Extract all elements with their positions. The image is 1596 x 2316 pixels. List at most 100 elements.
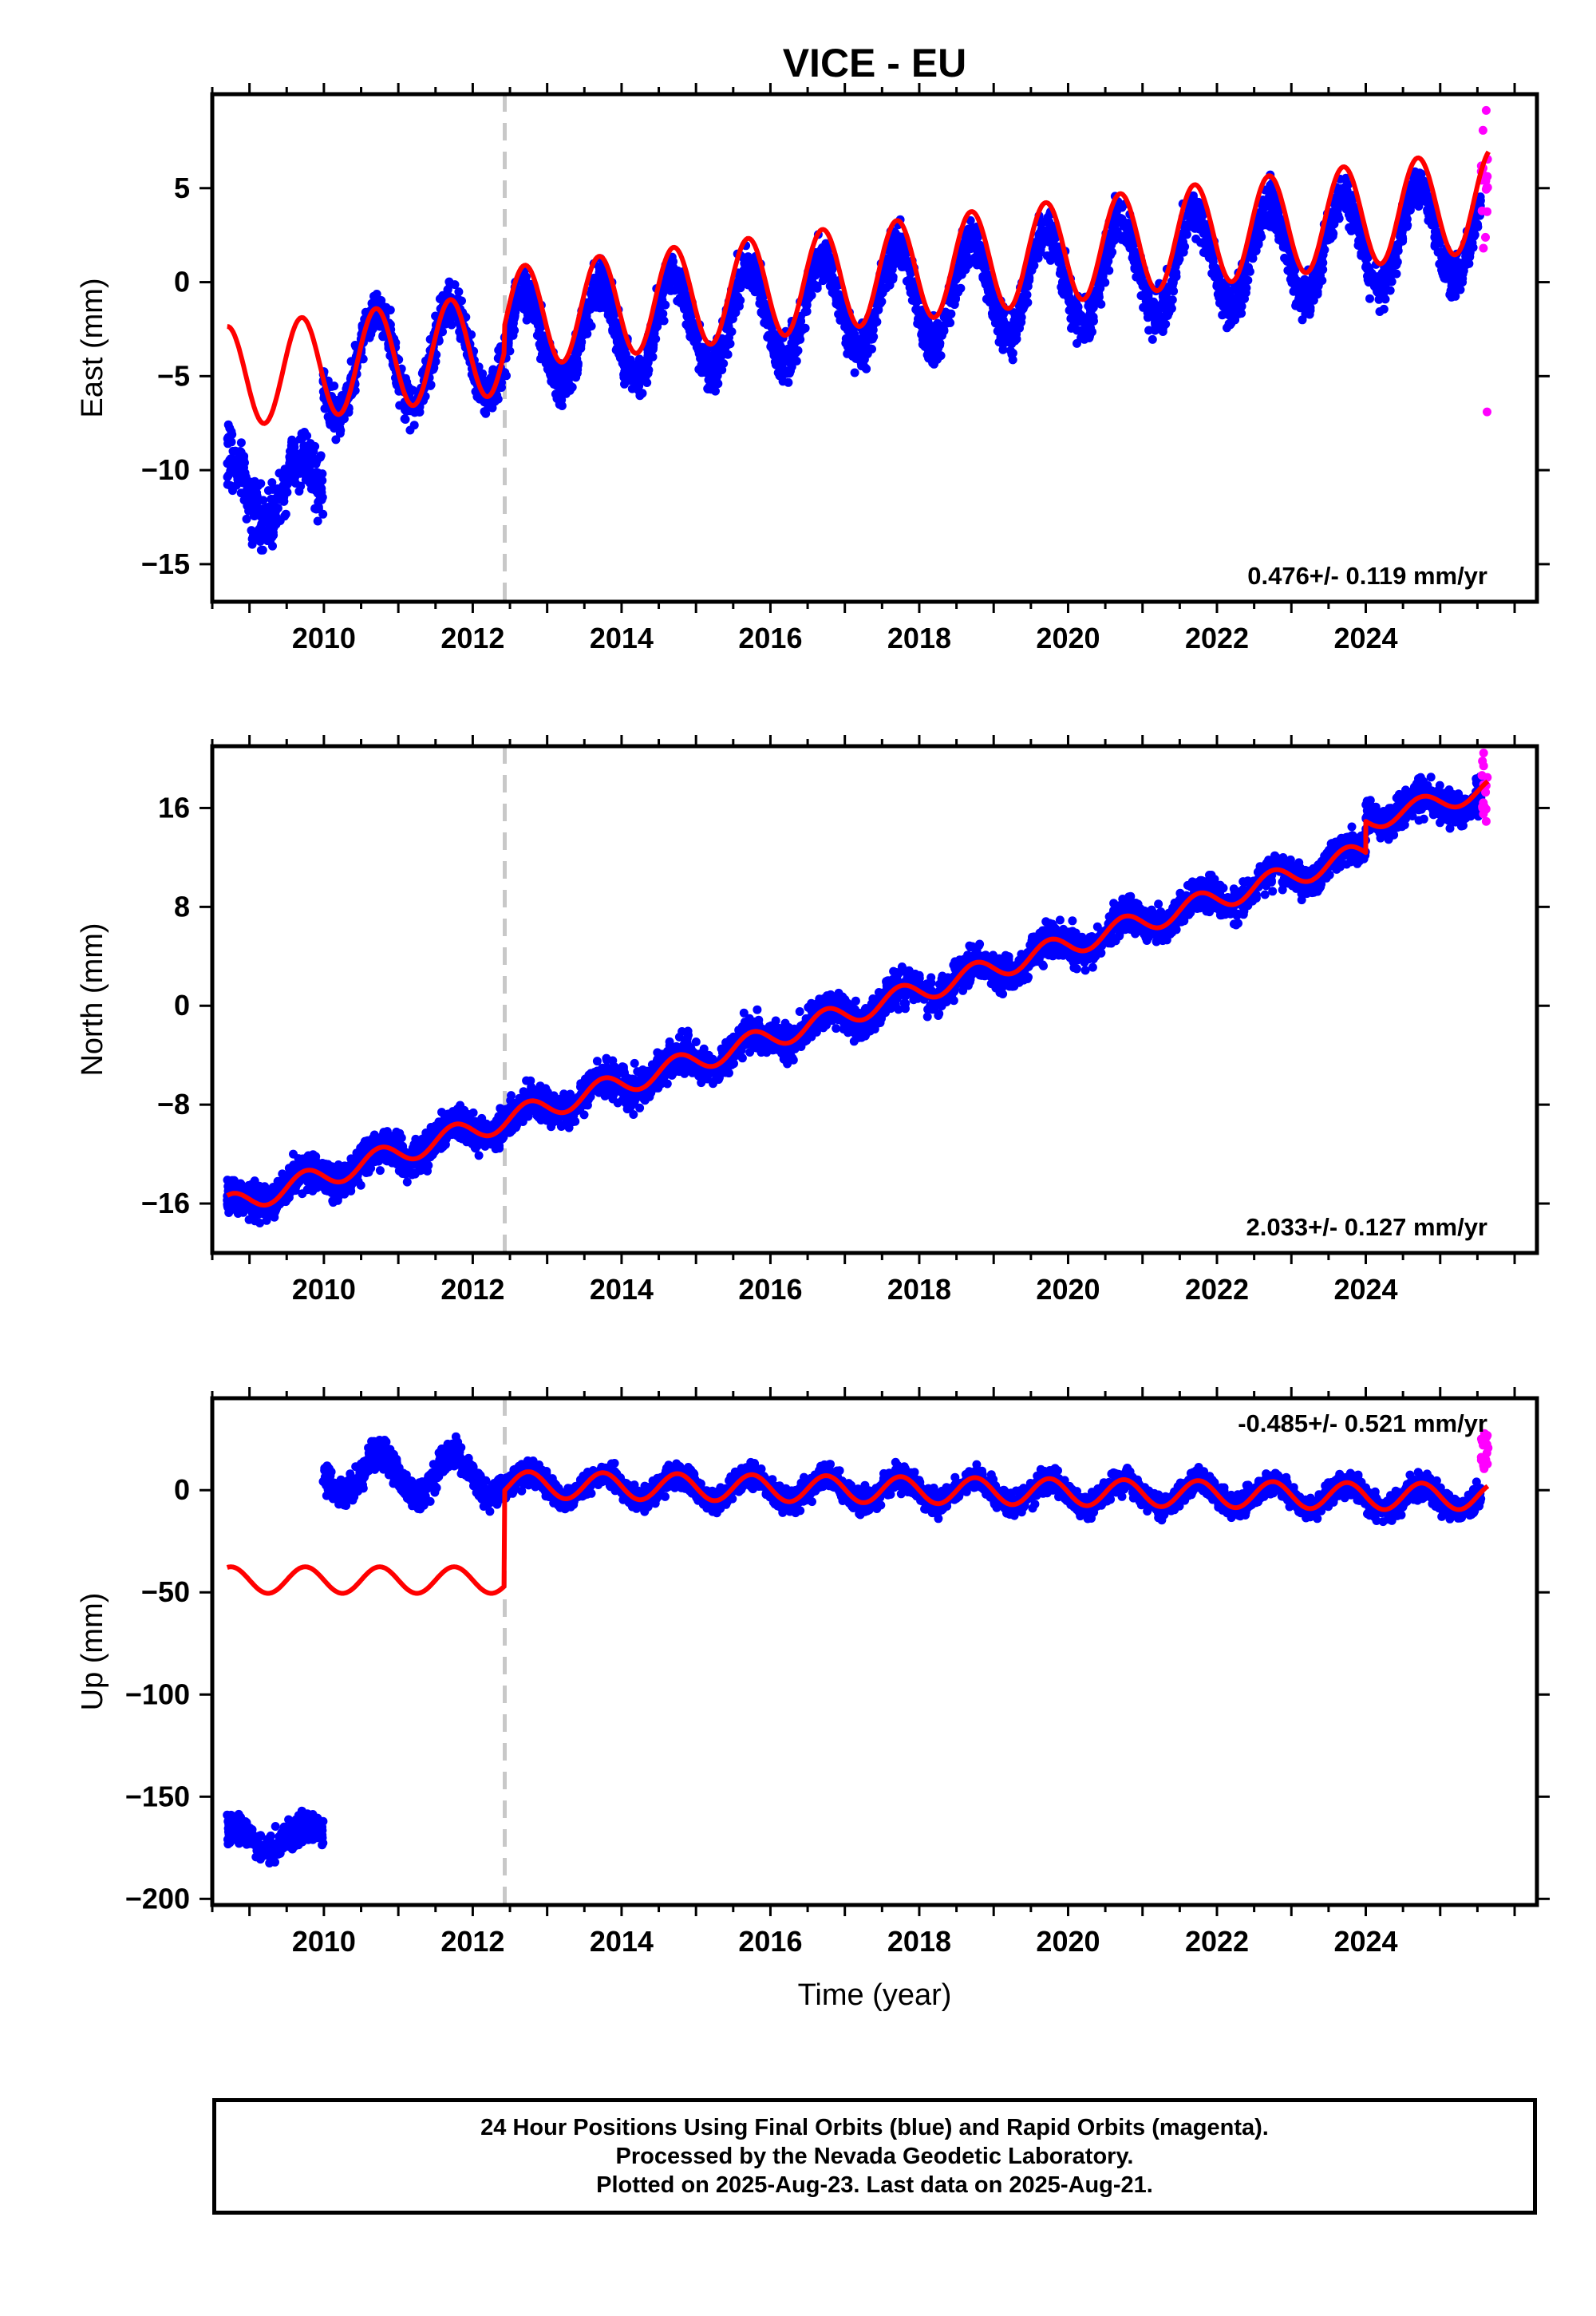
final-orbit-point: [827, 264, 836, 274]
final-orbit-point: [684, 305, 693, 314]
final-orbit-point: [1413, 186, 1423, 196]
final-orbit-point: [227, 429, 237, 439]
data-points: [223, 749, 1492, 1227]
final-orbit-point: [1187, 192, 1197, 202]
final-orbit-point: [895, 232, 905, 242]
final-orbit-point: [1104, 266, 1114, 275]
final-orbit-point: [1005, 328, 1014, 337]
final-orbit-point: [1192, 199, 1202, 208]
final-orbit-point: [426, 380, 436, 389]
final-orbit-point: [630, 1058, 639, 1068]
y-tick-label: −10: [141, 453, 190, 486]
final-orbit-point: [1204, 249, 1214, 258]
final-orbit-point: [996, 333, 1005, 342]
final-orbit-point: [629, 360, 638, 370]
final-orbit-point: [1469, 218, 1479, 227]
final-orbit-point: [704, 375, 713, 385]
final-orbit-point: [1379, 277, 1388, 287]
final-orbit-point: [1123, 236, 1132, 246]
final-orbit-point: [682, 294, 692, 303]
final-orbit-point: [236, 438, 246, 448]
final-orbit-point: [247, 534, 257, 543]
final-orbit-point: [973, 232, 982, 242]
final-orbit-point: [1069, 322, 1079, 332]
final-orbit-point: [314, 504, 323, 513]
final-orbit-point: [1266, 192, 1276, 201]
final-orbit-point: [990, 302, 1000, 310]
final-orbit-point: [280, 464, 290, 474]
final-orbit-point: [957, 270, 966, 279]
rapid-orbit-point: [1483, 207, 1491, 216]
final-orbit-point: [267, 517, 276, 527]
final-orbit-point: [988, 311, 998, 321]
final-orbit-point: [526, 286, 535, 295]
final-orbit-point: [831, 291, 840, 301]
final-orbit-point: [330, 381, 339, 391]
final-orbit-point: [1381, 294, 1390, 304]
y-axis-label: East (mm): [76, 278, 109, 417]
final-orbit-point: [1212, 279, 1222, 289]
final-orbit-point: [930, 351, 939, 361]
final-orbit-point: [890, 240, 899, 250]
final-orbit-point: [1095, 283, 1104, 293]
x-tick-label: 2012: [440, 622, 504, 654]
final-orbit-point: [1286, 259, 1295, 268]
final-orbit-point: [719, 346, 729, 356]
final-orbit-point: [579, 317, 588, 326]
final-orbit-point: [1002, 337, 1012, 346]
final-orbit-point: [402, 377, 412, 387]
final-orbit-point: [619, 373, 629, 382]
final-orbit-point: [1373, 287, 1382, 296]
final-orbit-point: [605, 311, 614, 321]
final-orbit-point: [1089, 316, 1098, 326]
final-orbit-point: [303, 470, 313, 480]
final-orbit-point: [1397, 232, 1407, 242]
final-orbit-point: [1406, 180, 1416, 190]
final-orbit-point: [950, 300, 959, 309]
final-orbit-point: [922, 318, 932, 328]
final-orbit-point: [914, 307, 922, 317]
final-orbit-point: [1298, 315, 1307, 325]
final-orbit-point: [613, 337, 622, 346]
final-orbit-point: [703, 384, 713, 393]
final-orbit-point: [279, 481, 288, 491]
final-orbit-point: [1252, 222, 1262, 231]
rapid-orbit-point: [1478, 125, 1487, 135]
final-orbit-point: [233, 456, 243, 465]
final-orbit-point: [998, 345, 1008, 354]
final-orbit-point: [1219, 282, 1229, 291]
final-orbit-point: [1324, 230, 1333, 239]
final-orbit-point: [1036, 245, 1045, 255]
final-orbit-point: [1286, 267, 1295, 277]
final-orbit-point: [1236, 295, 1245, 305]
final-orbit-point: [669, 257, 678, 267]
final-orbit-point: [1317, 255, 1326, 264]
final-orbit-point: [521, 272, 531, 282]
final-orbit-point: [1142, 290, 1152, 300]
chart-title: VICE - EU: [783, 41, 967, 85]
final-orbit-point: [275, 516, 285, 525]
x-tick-label: 2016: [738, 622, 802, 654]
final-orbit-point: [598, 279, 608, 289]
rapid-orbit-point: [1483, 407, 1491, 417]
final-orbit-point: [313, 516, 322, 526]
final-orbit-point: [859, 355, 868, 365]
final-orbit-point: [569, 367, 579, 377]
final-orbit-point: [966, 231, 975, 240]
final-orbit-point: [1379, 304, 1389, 314]
final-orbit-point: [557, 383, 567, 393]
final-orbit-point: [762, 318, 772, 328]
final-orbit-point: [832, 282, 841, 291]
final-orbit-point: [1167, 280, 1177, 290]
final-orbit-point: [1207, 269, 1217, 279]
final-orbit-point: [786, 359, 796, 369]
final-orbit-point: [690, 333, 700, 342]
final-orbit-point: [656, 294, 666, 304]
final-orbit-point: [1361, 255, 1370, 264]
final-orbit-point: [889, 257, 898, 267]
final-orbit-point: [490, 397, 500, 406]
final-orbit-point: [1073, 338, 1081, 348]
final-orbit-point: [228, 446, 238, 456]
final-orbit-point: [1099, 276, 1108, 286]
final-orbit-point: [595, 292, 604, 302]
